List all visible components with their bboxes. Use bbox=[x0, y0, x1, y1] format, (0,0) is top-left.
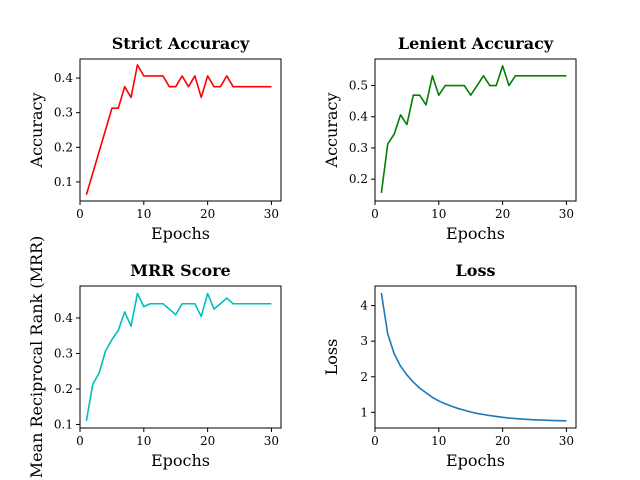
mrr-score-chart-title: MRR Score bbox=[130, 261, 230, 280]
loss-y-tick-label: 3 bbox=[360, 334, 368, 348]
mrr-score-y-tick-label: 0.2 bbox=[54, 382, 73, 396]
mrr-score-y-tick-label: 0.4 bbox=[54, 311, 73, 325]
loss-x-tick-label: 0 bbox=[371, 434, 379, 448]
mrr-score-y-axis-label: Mean Reciprocal Rank (MRR) bbox=[27, 236, 46, 479]
loss-x-tick-label: 30 bbox=[559, 434, 574, 448]
strict-accuracy-y-tick-label: 0.1 bbox=[54, 175, 73, 189]
loss-y-axis-label: Loss bbox=[322, 339, 341, 376]
strict-accuracy-y-tick-label: 0.4 bbox=[54, 71, 73, 85]
loss-x-axis-label: Epochs bbox=[446, 451, 505, 470]
mrr-score-chart: 0 10 20 30 0.1 0.2 0.3 0.4 MRR Score Epochs Mean R… bbox=[27, 236, 282, 479]
lenient-accuracy-plot-frame bbox=[374, 58, 577, 202]
strict-accuracy-x-tick-label: 0 bbox=[76, 207, 84, 221]
mrr-score-plot-frame bbox=[79, 285, 282, 429]
strict-accuracy-y-tick-label: 0.3 bbox=[54, 106, 73, 120]
strict-accuracy-x-tick-label: 10 bbox=[136, 207, 151, 221]
loss-series-line bbox=[380, 292, 567, 422]
lenient-accuracy-y-tick-label: 0.4 bbox=[349, 110, 368, 124]
mrr-score-x-tick-label: 0 bbox=[76, 434, 84, 448]
loss-plot-frame bbox=[374, 285, 577, 429]
loss-x-tick-label: 10 bbox=[431, 434, 446, 448]
lenient-accuracy-x-tick-label: 30 bbox=[559, 207, 574, 221]
lenient-accuracy-x-tick-label: 20 bbox=[495, 207, 510, 221]
lenient-accuracy-y-tick-label: 0.5 bbox=[349, 79, 368, 93]
strict-accuracy-x-axis-label: Epochs bbox=[151, 224, 210, 243]
strict-accuracy-y-tick-label: 0.2 bbox=[54, 140, 73, 154]
mrr-score-y-tick-label: 0.3 bbox=[54, 346, 73, 360]
loss-y-tick-label: 1 bbox=[360, 405, 368, 419]
strict-accuracy-x-tick-label: 20 bbox=[200, 207, 215, 221]
strict-accuracy-y-axis-label: Accuracy bbox=[27, 93, 46, 169]
lenient-accuracy-series-line bbox=[380, 65, 567, 193]
lenient-accuracy-x-tick-label: 10 bbox=[431, 207, 446, 221]
lenient-accuracy-y-axis-label: Accuracy bbox=[322, 93, 341, 169]
strict-accuracy-chart-title: Strict Accuracy bbox=[112, 34, 250, 53]
loss-chart-title: Loss bbox=[456, 261, 496, 280]
strict-accuracy-plot-frame bbox=[79, 58, 282, 202]
mrr-score-x-tick-label: 20 bbox=[200, 434, 215, 448]
mrr-score-series-line bbox=[85, 292, 272, 422]
lenient-accuracy-x-axis-label: Epochs bbox=[446, 224, 505, 243]
loss-chart: 0 10 20 30 1 2 3 4 Loss Epochs Loss bbox=[322, 261, 577, 470]
mrr-score-x-tick-label: 30 bbox=[264, 434, 279, 448]
loss-y-tick-label: 4 bbox=[360, 299, 368, 313]
lenient-accuracy-y-tick-label: 0.2 bbox=[349, 172, 368, 186]
strict-accuracy-series-line bbox=[85, 64, 272, 195]
mrr-score-x-axis-label: Epochs bbox=[151, 451, 210, 470]
lenient-accuracy-chart: 0 10 20 30 0.2 0.3 0.4 0.5 Lenient Accuracy Epoch… bbox=[322, 34, 577, 243]
strict-accuracy-x-tick-label: 30 bbox=[264, 207, 279, 221]
loss-y-tick-label: 2 bbox=[360, 370, 368, 384]
lenient-accuracy-x-tick-label: 0 bbox=[371, 207, 379, 221]
strict-accuracy-chart: 0 10 20 30 0.1 0.2 0.3 0.4 Strict Accuracy Epochs… bbox=[27, 34, 282, 243]
loss-x-tick-label: 20 bbox=[495, 434, 510, 448]
lenient-accuracy-chart-title: Lenient Accuracy bbox=[398, 34, 554, 53]
mrr-score-x-tick-label: 10 bbox=[136, 434, 151, 448]
lenient-accuracy-y-tick-label: 0.3 bbox=[349, 141, 368, 155]
mrr-score-y-tick-label: 0.1 bbox=[54, 417, 73, 431]
